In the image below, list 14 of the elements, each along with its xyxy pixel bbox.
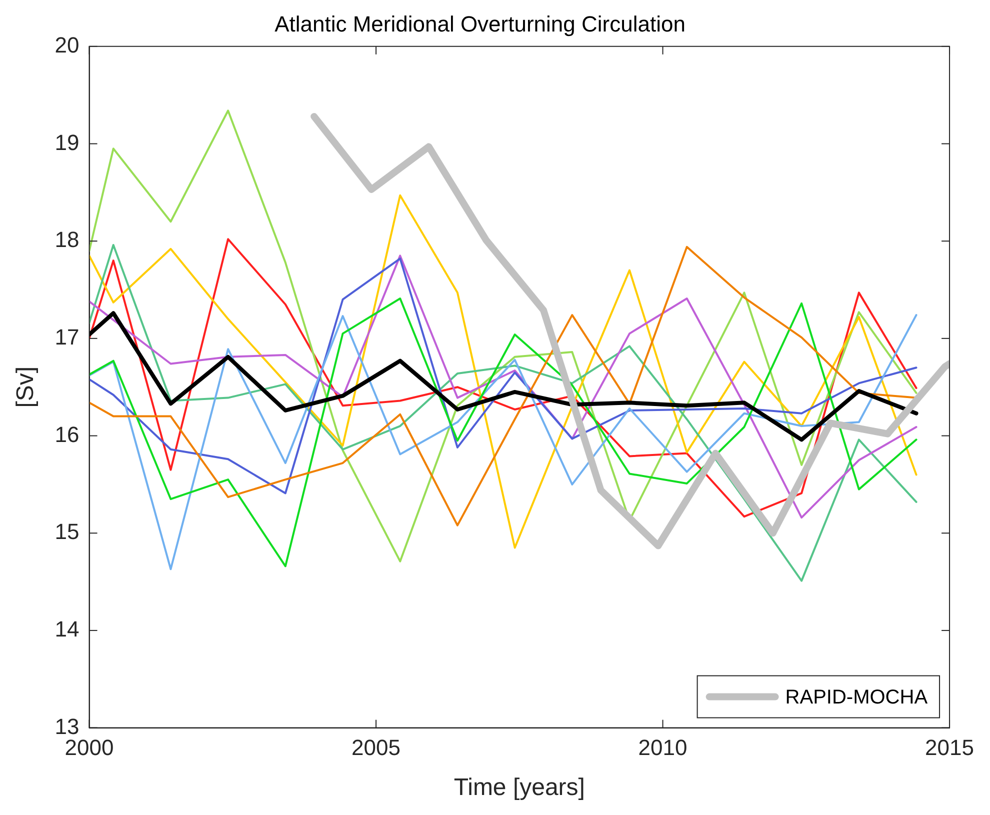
y-tick-label: 16 xyxy=(54,422,80,447)
y-tick-label: 18 xyxy=(54,227,80,252)
chart-title: Atlantic Meridional Overturning Circulation xyxy=(274,11,686,36)
legend-label: RAPID-MOCHA xyxy=(785,686,928,708)
x-tick-label: 2015 xyxy=(925,735,974,760)
x-axis-title: Time [years] xyxy=(454,774,585,802)
x-tick-label: 2005 xyxy=(352,735,400,760)
y-tick-label: 20 xyxy=(54,32,80,58)
y-tick-label: 14 xyxy=(54,616,80,642)
x-tick-label: 2010 xyxy=(638,735,688,760)
y-tick-label: 17 xyxy=(54,324,80,350)
y-axis-title: [Sv] xyxy=(12,366,40,408)
y-tick-label: 19 xyxy=(54,130,80,155)
y-tick-label: 15 xyxy=(54,519,80,544)
